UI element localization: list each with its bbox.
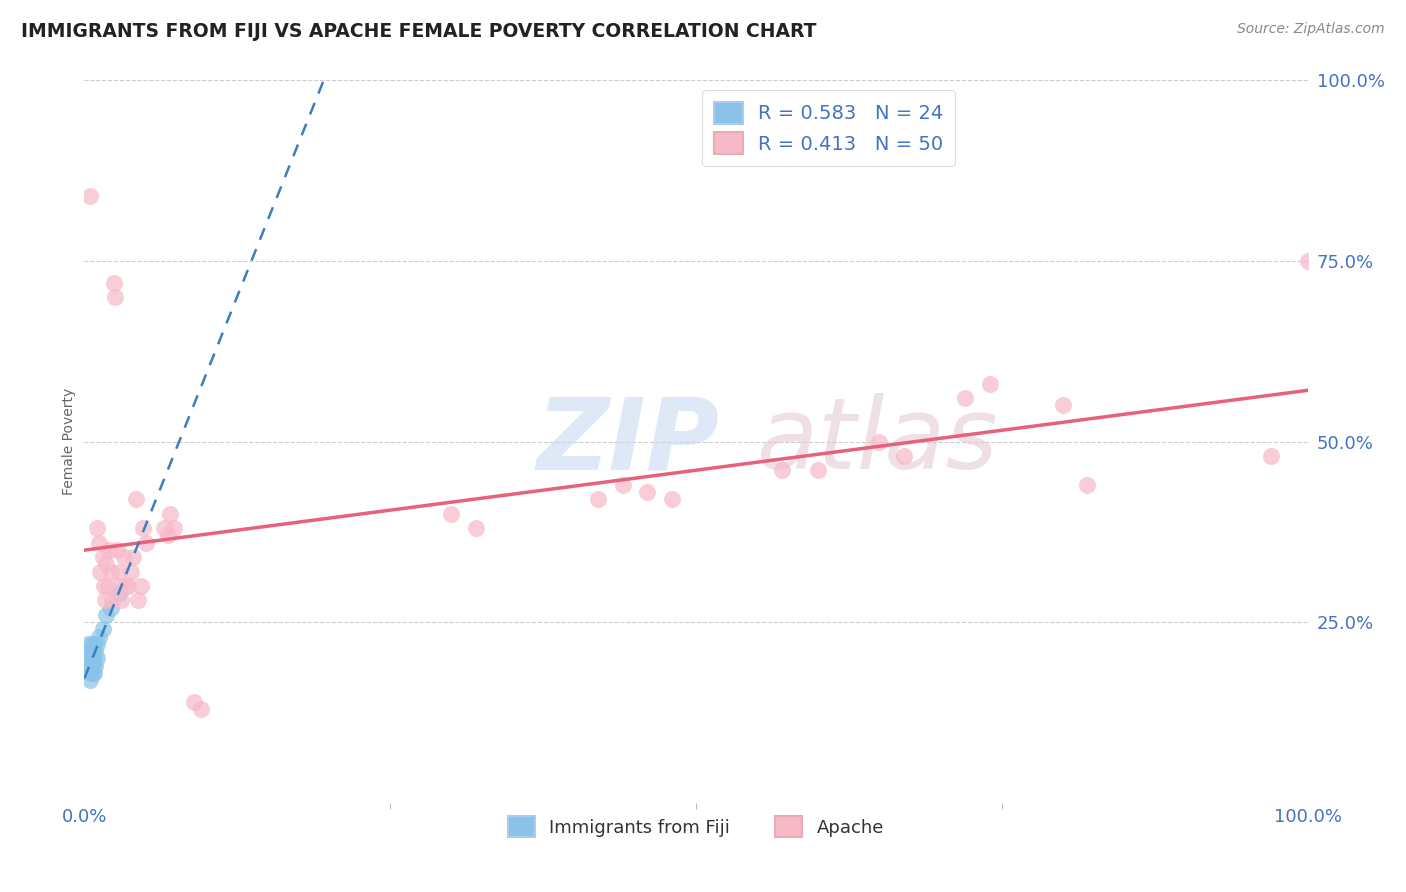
Point [125,492,148,507]
Text: atlas: atlas [758,393,998,490]
Point [110,593,132,607]
Point [107,565,129,579]
Point [89,565,111,579]
Point [86,637,108,651]
Point [100,600,122,615]
Point [82,644,104,658]
Point [464,521,486,535]
Point [159,507,181,521]
Point [80,658,103,673]
Point [77,651,100,665]
Point [153,521,176,535]
Point [107,586,129,600]
Point [91,623,114,637]
Point [79,673,101,687]
Point [117,579,139,593]
Point [440,507,463,521]
Point [79,658,101,673]
Y-axis label: Female Poverty: Female Poverty [62,388,76,495]
Point [1296,253,1319,268]
Point [893,449,915,463]
Point [869,434,891,449]
Point [127,593,149,607]
Point [84,658,107,673]
Point [84,644,107,658]
Point [636,485,658,500]
Point [807,463,830,477]
Point [93,579,115,593]
Point [94,593,117,607]
Point [1260,449,1282,463]
Point [115,579,138,593]
Point [1052,398,1074,412]
Point [135,535,157,549]
Point [612,478,634,492]
Point [79,665,101,680]
Point [163,521,186,535]
Point [132,521,155,535]
Point [661,492,683,507]
Text: IMMIGRANTS FROM FIJI VS APACHE FEMALE POVERTY CORRELATION CHART: IMMIGRANTS FROM FIJI VS APACHE FEMALE PO… [21,22,817,41]
Point [101,593,124,607]
Point [77,637,100,651]
Point [190,702,212,716]
Text: Source: ZipAtlas.com: Source: ZipAtlas.com [1237,22,1385,37]
Point [86,651,108,665]
Point [108,579,131,593]
Point [103,276,125,290]
Point [100,565,122,579]
Point [83,665,105,680]
Point [979,376,1001,391]
Point [82,658,104,673]
Point [87,535,110,549]
Point [120,565,142,579]
Legend: Immigrants from Fiji, Apache: Immigrants from Fiji, Apache [501,809,891,845]
Point [1076,478,1098,492]
Point [79,189,101,203]
Point [183,695,205,709]
Point [80,637,103,651]
Point [97,579,120,593]
Point [96,607,118,622]
Point [82,665,104,680]
Point [80,651,103,665]
Point [83,637,105,651]
Point [586,492,609,507]
Point [87,630,110,644]
Point [129,579,152,593]
Text: ZIP: ZIP [537,393,720,490]
Point [112,550,135,565]
Point [97,542,120,557]
Point [86,521,108,535]
Point [770,463,793,477]
Point [77,644,100,658]
Point [104,290,127,304]
Point [122,550,145,565]
Point [953,391,976,405]
Point [105,542,128,557]
Point [156,528,179,542]
Point [83,651,105,665]
Point [96,558,118,572]
Point [91,550,114,565]
